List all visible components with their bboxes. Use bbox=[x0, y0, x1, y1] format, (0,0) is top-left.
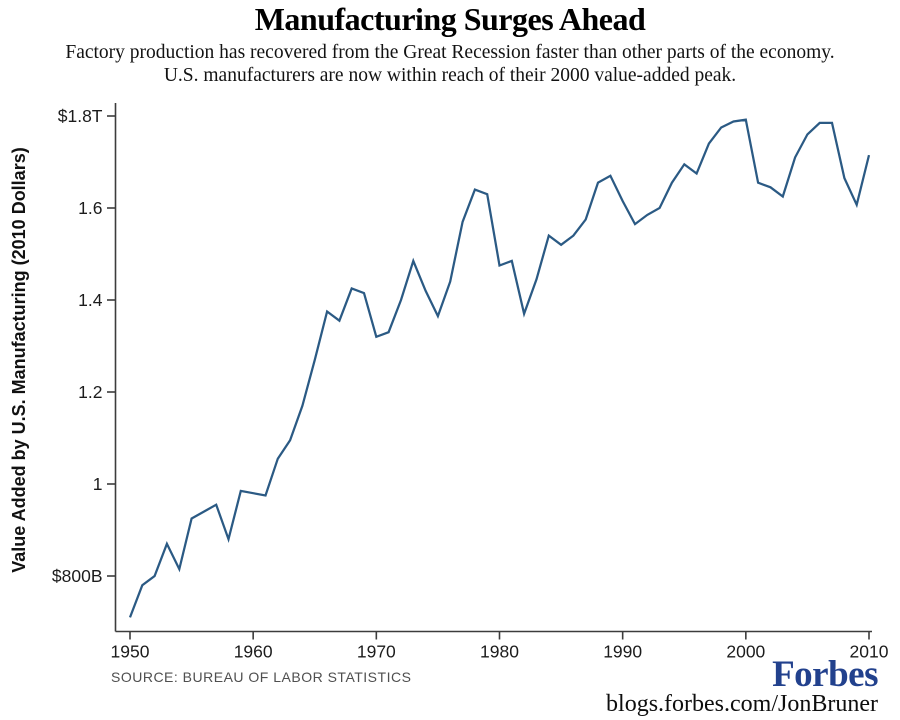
x-tick-label: 2000 bbox=[726, 642, 765, 662]
x-tick-label: 1950 bbox=[111, 642, 150, 662]
x-tick-label: 2010 bbox=[850, 642, 889, 662]
chart-title: Manufacturing Surges Ahead bbox=[254, 1, 646, 37]
forbes-logo: Forbes bbox=[772, 654, 878, 695]
x-tick-label: 1990 bbox=[603, 642, 642, 662]
y-axis-title: Value Added by U.S. Manufacturing (2010 … bbox=[9, 147, 29, 572]
y-tick-label: 1.2 bbox=[78, 382, 102, 402]
credit-url: blogs.forbes.com/JonBruner bbox=[606, 691, 878, 717]
manufacturing-line bbox=[128, 118, 871, 618]
chart-subtitle-line1: Factory production has recovered from th… bbox=[65, 42, 835, 63]
y-tick-label: 1.4 bbox=[78, 290, 103, 310]
x-axis: 1950 1960 1970 1980 1990 2000 2010 bbox=[111, 631, 889, 662]
chart-subtitle-line2: U.S. manufacturers are now within reach … bbox=[163, 65, 737, 86]
y-tick-label: $1.8T bbox=[58, 106, 103, 126]
y-tick-label: 1.6 bbox=[78, 198, 102, 218]
source-note: SOURCE: BUREAU OF LABOR STATISTICS bbox=[111, 669, 412, 685]
y-axis: $800B 1 1.2 1.4 1.6 $1.8T bbox=[52, 106, 115, 586]
x-tick-label: 1960 bbox=[234, 642, 273, 662]
y-tick-label: 1 bbox=[93, 474, 103, 494]
x-tick-label: 1980 bbox=[480, 642, 519, 662]
x-tick-label: 1970 bbox=[357, 642, 396, 662]
y-tick-label: $800B bbox=[52, 566, 103, 586]
